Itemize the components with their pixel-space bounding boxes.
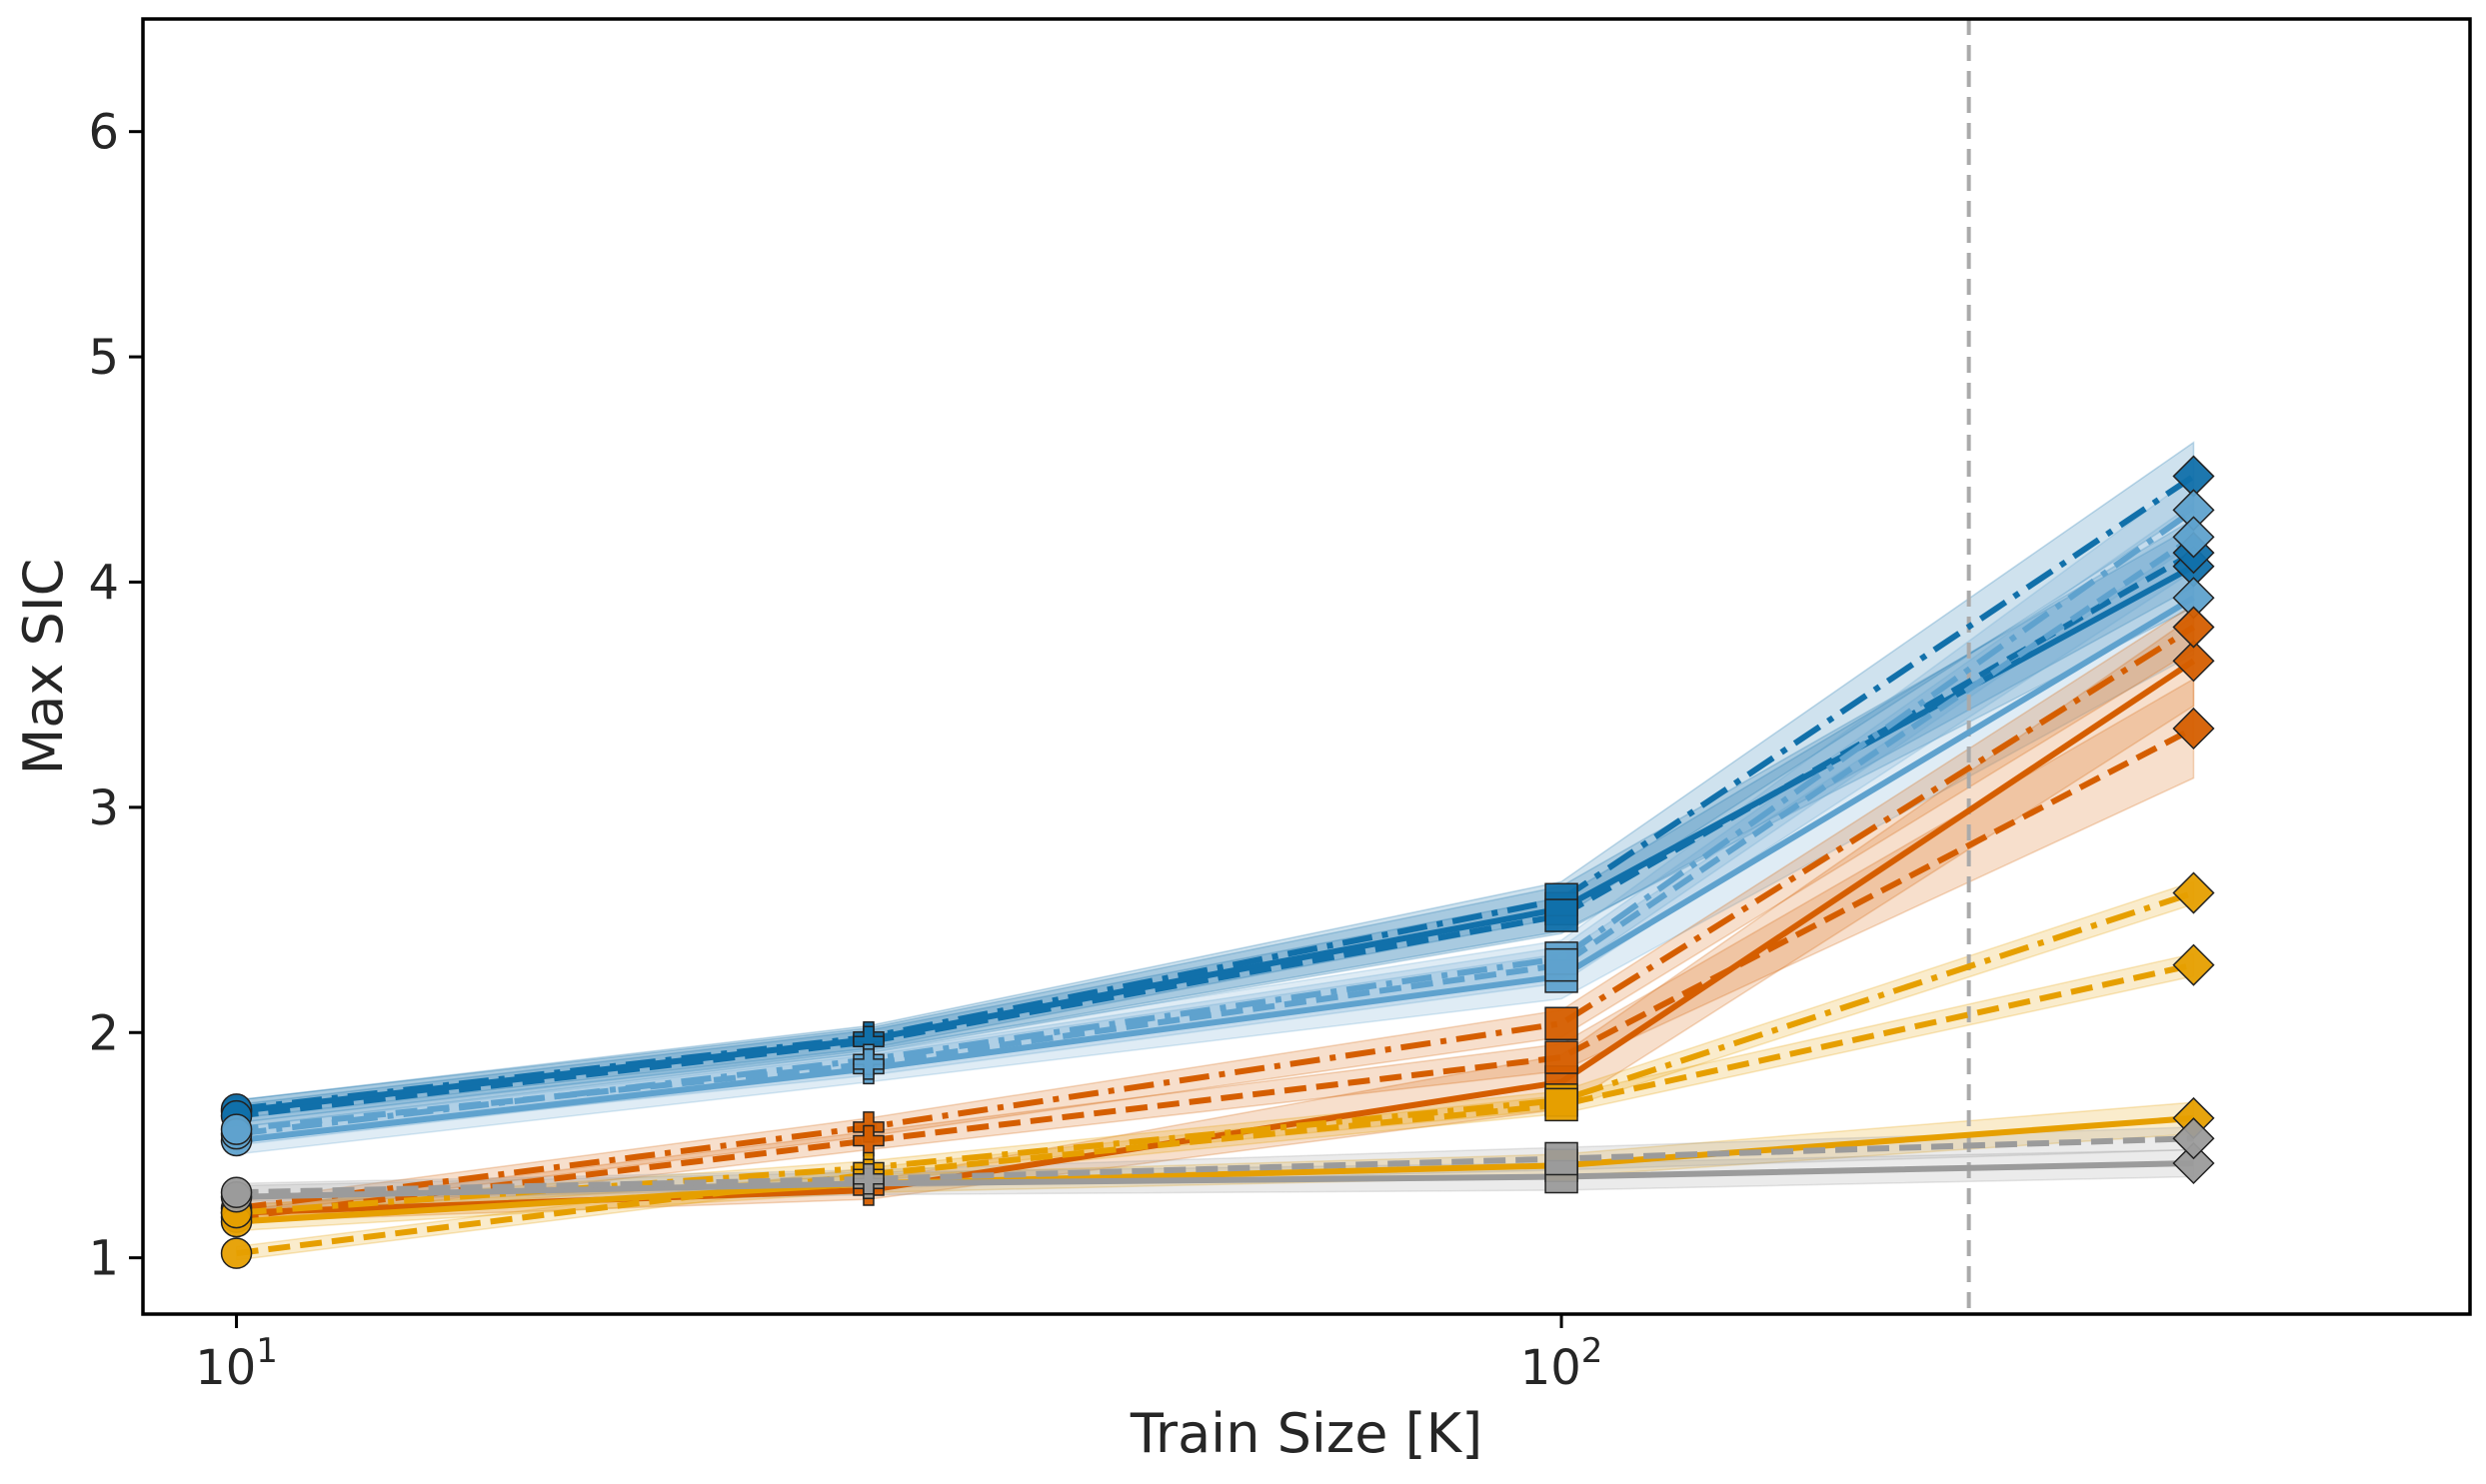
series-lines (236, 474, 2196, 1257)
x-tick-label: 101 (195, 1331, 278, 1396)
x-tick-label: 102 (1520, 1331, 1603, 1396)
y-tick-label: 4 (88, 555, 119, 611)
series-line (236, 595, 2196, 1144)
data-point-square (1544, 1141, 1578, 1176)
y-axis-label: Max SIC (12, 559, 75, 775)
data-point-square (1544, 1006, 1578, 1040)
data-point-diamond (2172, 606, 2215, 649)
data-point-diamond (2172, 516, 2215, 559)
data-point-square (1544, 1087, 1578, 1122)
data-point-circle (220, 1176, 253, 1209)
data-point-diamond (2172, 1117, 2215, 1160)
data-point-square (1544, 947, 1578, 982)
data-point-diamond (2172, 943, 2215, 986)
series-line (236, 474, 2196, 1112)
series-line (236, 534, 2196, 1133)
y-tick-label: 6 (88, 105, 119, 161)
x-axis: 101 102 (195, 1314, 1602, 1396)
series-line (236, 1160, 2194, 1200)
data-point-square (1544, 898, 1578, 932)
y-tick-label: 5 (88, 330, 119, 386)
plot-area-frame (141, 17, 2472, 1316)
series-line (236, 1114, 2194, 1225)
data-point-circle (220, 1113, 253, 1145)
data-point-diamond (2172, 707, 2215, 750)
y-tick-label: 3 (88, 780, 119, 836)
y-tick-label: 2 (88, 1005, 119, 1061)
data-point-circle (220, 1237, 253, 1269)
y-axis: 1 2 3 4 5 6 (88, 105, 143, 1287)
data-point-plus (853, 1048, 885, 1080)
data-point-plus (853, 1163, 885, 1195)
series-line (236, 507, 2196, 1137)
data-point-diamond (2172, 640, 2215, 683)
series-markers (220, 455, 2215, 1269)
data-point-diamond (2172, 1141, 2215, 1185)
series-line (236, 1135, 2194, 1196)
x-axis-label: Train Size [K] (1130, 1402, 1482, 1465)
y-tick-label: 1 (88, 1231, 119, 1287)
data-point-diamond (2172, 871, 2215, 914)
data-point-square (1544, 1040, 1578, 1074)
